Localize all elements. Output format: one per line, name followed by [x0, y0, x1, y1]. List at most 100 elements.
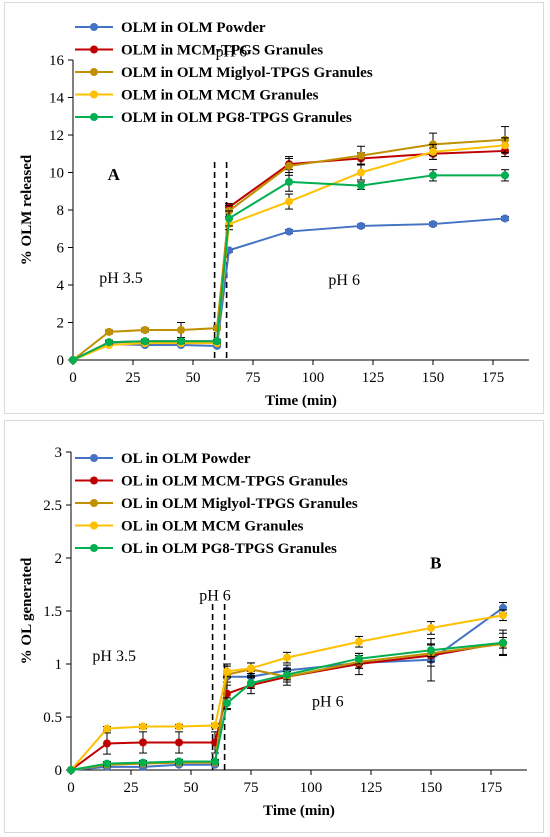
chart-b-x-tick-label: 0: [67, 780, 75, 796]
chart-b-y-tick-label: 3: [55, 445, 63, 461]
chart-a-svg: 0 2 4 6 8 10 12 14 16 0 25 50 75 100 125 150 175 Time (mi…: [19, 20, 529, 409]
chart-a-series-4-point: [285, 197, 293, 206]
chart-b-x-tick-label: 25: [124, 780, 139, 796]
chart-b-x-tick-label: 175: [480, 780, 503, 796]
chart-a-series-5-point: [285, 177, 293, 186]
chart-a-y-axis-title: % OLM released: [19, 154, 35, 265]
chart-b-x-axis-title: Time (min): [263, 803, 335, 819]
chart-a-series-3-point: [285, 161, 293, 170]
chart-a-legend-marker: [90, 68, 98, 76]
chart-b-series-5-point: [139, 758, 147, 767]
chart-b-ph-annotation: pH 6: [199, 587, 231, 604]
chart-b-series-5-point: [499, 638, 507, 647]
chart-b-series-5-point: [427, 646, 435, 655]
chart-b-series-4-point: [175, 722, 183, 731]
chart-a-series-3-point: [213, 324, 221, 333]
chart-b-series-5-point: [283, 670, 291, 679]
chart-a-panel-letter: A: [108, 165, 121, 184]
chart-a-series-5-point: [177, 337, 185, 346]
chart-b-series-1-line: [70, 607, 504, 771]
chart-b-series-2-point: [139, 738, 147, 747]
chart-b-legend-label: OL in OLM MCM Granules: [121, 519, 304, 535]
chart-a-y-tick-label: 16: [49, 53, 65, 69]
chart-a-ph-annotation: pH 6: [216, 43, 248, 60]
chart-b-series-5-point: [211, 757, 219, 766]
chart-a-series-5-point: [69, 356, 77, 364]
chart-b-panel-letter: B: [430, 554, 441, 573]
chart-b-x-tick-label: 75: [244, 780, 259, 796]
chart-a-legend-marker: [90, 113, 98, 121]
chart-b-legend-marker: [90, 476, 98, 485]
chart-b-y-tick-label: 1.5: [43, 604, 62, 620]
chart-a-legend-marker: [90, 45, 98, 54]
chart-a-series-5-point: [357, 181, 365, 190]
chart-a-x-tick-label: 0: [69, 370, 77, 386]
chart-a-y-tick-label: 8: [57, 203, 65, 219]
chart-a-series-4-point: [501, 141, 509, 150]
chart-a-series-3-point: [105, 327, 113, 336]
chart-a-series-3-point: [357, 151, 365, 160]
chart-a-series-3-line: [72, 138, 506, 361]
chart-b-svg: 0 0.5 1 1.5 2 2.5 3 0 25 50 75 100 125 150 175 Time (mi…: [19, 445, 527, 819]
chart-a-series-3-point: [141, 326, 149, 334]
chart-b-legend-marker: [90, 544, 98, 552]
chart-a-legend-label: OLM in OLM Miglyol-TPGS Granules: [121, 65, 373, 81]
chart-a-series-5-point: [105, 338, 113, 347]
chart-b-series-5-point: [103, 759, 111, 768]
chart-b-y-tick-label: 2.5: [43, 498, 62, 514]
chart-a-series-1-point: [501, 214, 509, 223]
chart-b-series-2-point: [175, 738, 183, 747]
chart-panel-b: 0 0.5 1 1.5 2 2.5 3 0 25 50 75 100 125 150 175 Time (mi…: [4, 420, 544, 833]
chart-b-x-tick-label: 125: [360, 780, 383, 796]
chart-b-series-4-point: [499, 611, 507, 620]
chart-a-x-tick-label: 75: [246, 370, 261, 386]
chart-a-ph-annotation: pH 3.5: [99, 270, 143, 287]
chart-b-y-tick-label: 1: [55, 657, 63, 673]
chart-a-legend-label: OLM in MCM-TPGS Granules: [121, 43, 323, 59]
chart-b-legend-marker: [90, 521, 98, 530]
chart-b-ph-annotation: pH 6: [312, 693, 344, 710]
chart-a-series-5-point: [141, 337, 149, 346]
chart-a-series-5-point: [501, 171, 509, 180]
chart-b-series-2-point: [103, 739, 111, 748]
chart-a-legend-label: OLM in OLM MCM Granules: [121, 88, 319, 104]
chart-a-y-tick-label: 12: [49, 128, 64, 144]
chart-a-series-4-point: [429, 147, 437, 156]
chart-a-x-tick-label: 100: [302, 370, 325, 386]
chart-a-series-3-point: [177, 326, 185, 334]
chart-b-series-4-line: [70, 614, 504, 771]
chart-a-series-5-point: [429, 171, 437, 180]
chart-b-y-tick-label: 0.5: [43, 710, 62, 726]
chart-b-series-4-point: [247, 664, 255, 673]
chart-panel-a: 0 2 4 6 8 10 12 14 16 0 25 50 75 100 125 150 175 Time (mi…: [4, 2, 544, 414]
chart-a-legend-label: OLM in OLM PG8-TPGS Granules: [121, 110, 352, 126]
chart-a-x-axis-title: Time (min): [265, 393, 337, 409]
chart-a-x-tick-label: 50: [186, 370, 201, 386]
chart-a-series-5-line: [72, 174, 505, 361]
chart-b-series-5-point: [175, 757, 183, 766]
chart-b-series-4-point: [139, 722, 147, 731]
chart-b-y-tick-label: 2: [55, 551, 63, 567]
chart-b-series-5-point: [223, 699, 231, 708]
chart-b-legend-marker: [90, 454, 98, 462]
chart-b-x-tick-label: 150: [420, 780, 443, 796]
chart-a-legend-label: OLM in OLM Powder: [121, 20, 266, 36]
chart-b-series-4-point: [211, 721, 219, 730]
chart-a-series-4-point: [357, 168, 365, 177]
chart-b-legend-label: OL in OLM Powder: [121, 451, 251, 467]
chart-b-legend-label: OL in OLM MCM-TPGS Granules: [121, 474, 348, 490]
chart-a-series-1-point: [429, 220, 437, 229]
chart-a-y-tick-label: 4: [57, 278, 65, 294]
chart-b-legend-label: OL in OLM PG8-TPGS Granules: [121, 541, 337, 557]
chart-b-series-4-point: [103, 724, 111, 733]
chart-b-series-4-point: [223, 667, 231, 676]
chart-b-legend-label: OL in OLM Miglyol-TPGS Granules: [121, 496, 358, 512]
chart-a-series-1-point: [357, 221, 365, 230]
chart-b-series-4-point: [427, 623, 435, 632]
chart-b-series-5-point: [355, 654, 363, 663]
chart-a-x-tick-label: 25: [126, 370, 141, 386]
chart-b-series-5-point: [247, 679, 255, 688]
chart-b-y-axis-title: % OL generated: [19, 557, 35, 664]
chart-b-series-5-point: [67, 766, 75, 774]
chart-a-x-tick-label: 150: [422, 370, 445, 386]
